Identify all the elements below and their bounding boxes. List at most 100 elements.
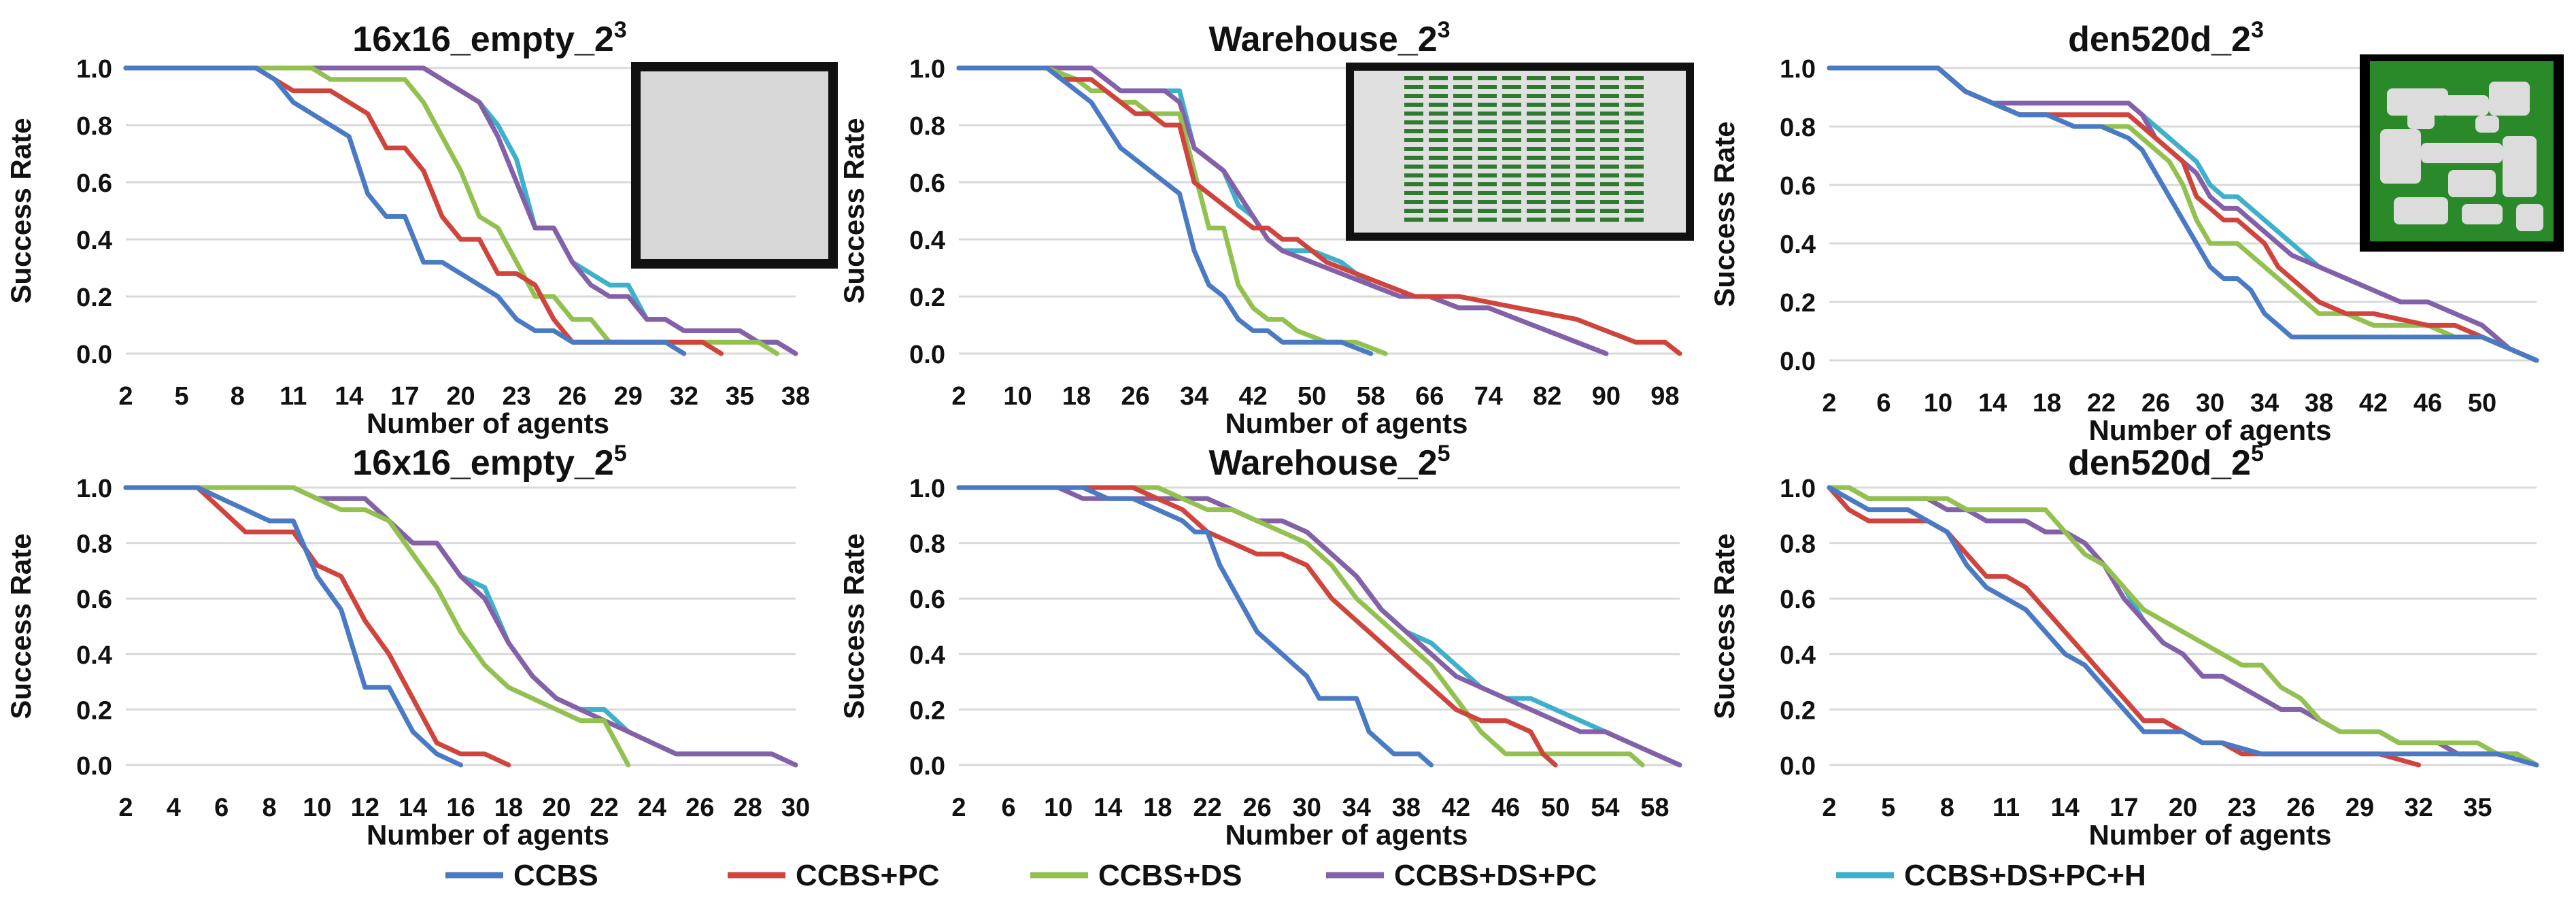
y-axis-label: Success Rate: [1708, 121, 1740, 307]
x-tick-label: 18: [1143, 794, 1172, 822]
x-tick-label: 42: [1239, 382, 1268, 411]
y-tick-label: 1.0: [909, 475, 945, 503]
x-tick-label: 14: [335, 382, 363, 411]
y-axis-label: Success Rate: [838, 118, 870, 303]
x-tick-label: 24: [638, 794, 666, 822]
series-line-ccbs-ds-pc-h: [956, 485, 1682, 768]
legend-item: CCBS+DS+PC: [1326, 859, 1597, 892]
chart-title-base: den520d_2: [2068, 20, 2251, 59]
y-tick-label: 0.0: [1780, 347, 1816, 376]
legend-label: CCBS+DS: [1098, 859, 1242, 892]
x-tick-label: 18: [494, 794, 523, 822]
y-tick-label: 0.0: [76, 752, 112, 781]
chart-title-base: 16x16_empty_2: [352, 443, 614, 483]
chart-title: den520d_23: [2068, 17, 2264, 59]
chart-panel-5: 1.00.80.60.40.20.02 6 10 14 18 22 26 30 34 38 42 46…: [838, 441, 1682, 851]
series-line-ccbs-ds: [956, 485, 1645, 768]
x-tick-label: 30: [1293, 794, 1321, 822]
y-tick-label: 0.0: [1780, 752, 1816, 781]
x-tick-label: 38: [781, 382, 810, 411]
chart-title-exponent: 5: [1438, 441, 1451, 466]
y-tick-label: 0.4: [1780, 641, 1816, 670]
legend-item: CCBS+DS: [1030, 859, 1242, 892]
series-line-ccbs-ds-pc-h: [1827, 485, 2539, 768]
y-tick-label: 0.4: [76, 226, 112, 255]
x-tick-label: 5: [175, 382, 189, 411]
x-tick-label: 32: [670, 382, 698, 411]
x-tick-label: 18: [1062, 382, 1091, 411]
x-tick-label: 38: [2305, 389, 2333, 418]
x-tick-label: 23: [2228, 794, 2256, 822]
series-line-ccbs-ds: [123, 485, 631, 768]
legend-label: CCBS+PC: [796, 859, 940, 892]
y-tick-label: 0.0: [909, 341, 945, 369]
legend-item: CCBS+DS+PC+H: [1836, 859, 2146, 892]
x-tick-label: 50: [1298, 382, 1326, 411]
x-tick-label: 11: [279, 382, 307, 411]
y-tick-label: 0.6: [76, 585, 112, 614]
chart-title-exponent: 3: [614, 17, 627, 43]
chart-title: 16x16_empty_23: [352, 17, 626, 59]
series-line-ccbs-pc: [123, 485, 511, 768]
chart-title-exponent: 5: [614, 441, 627, 466]
x-tick-label: 8: [262, 794, 277, 822]
y-tick-label: 1.0: [76, 475, 112, 503]
y-axis-label: Success Rate: [838, 533, 870, 719]
series-line-ccbs-ds-pc: [123, 65, 798, 356]
x-tick-label: 54: [1591, 794, 1619, 822]
x-tick-label: 28: [734, 794, 762, 822]
x-tick-label: 2: [951, 794, 966, 822]
legend-label: CCBS: [513, 859, 598, 892]
x-tick-label: 11: [1993, 794, 2020, 822]
series-line-ccbs: [1827, 485, 2539, 768]
x-tick-label: 38: [1392, 794, 1421, 822]
x-axis-label: Number of agents: [1225, 819, 1468, 851]
chart-title: Warehouse_25: [1208, 441, 1450, 483]
x-tick-label: 35: [2463, 794, 2492, 822]
chart-title-exponent: 3: [1438, 17, 1451, 43]
series-line-ccbs-ds-pc: [956, 485, 1682, 768]
x-tick-label: 2: [951, 382, 966, 411]
x-axis-label: Number of agents: [367, 819, 609, 851]
x-tick-label: 29: [614, 382, 643, 411]
chart-title-exponent: 5: [2251, 441, 2264, 466]
y-axis-label: Success Rate: [5, 118, 37, 303]
x-tick-label: 58: [1357, 382, 1385, 411]
map-thumbnail-den520d: [2360, 54, 2564, 252]
series-line-ccbs-pc: [956, 65, 1682, 356]
y-tick-label: 0.8: [1780, 530, 1816, 559]
series-line-ccbs: [123, 65, 687, 356]
y-tick-label: 0.8: [1780, 114, 1816, 142]
legend-label: CCBS+DS+PC: [1394, 859, 1597, 892]
series-line-ccbs: [123, 485, 463, 768]
x-tick-label: 10: [1924, 389, 1952, 418]
series-line-ccbs: [956, 485, 1434, 768]
x-tick-label: 2: [1822, 389, 1836, 418]
x-tick-label: 30: [781, 794, 810, 822]
chart-title: den520d_25: [2068, 441, 2264, 483]
x-tick-label: 98: [1650, 382, 1679, 411]
series-line-ccbs-ds-pc: [1827, 485, 2539, 768]
x-tick-label: 8: [1940, 794, 1954, 822]
x-tick-label: 34: [2250, 389, 2279, 418]
series-line-ccbs-ds-pc: [1827, 65, 2539, 363]
x-tick-label: 66: [1415, 382, 1444, 411]
y-tick-label: 0.6: [909, 169, 945, 198]
y-tick-label: 0.2: [76, 284, 112, 312]
chart-panels: 1.00.80.60.40.20.02 5 8 11 14 17 20 23 26 29 32 35 3…: [5, 17, 2564, 851]
chart-title-base: den520d_2: [2068, 443, 2251, 483]
x-tick-label: 26: [1242, 794, 1271, 822]
x-axis-label: Number of agents: [367, 407, 609, 439]
x-tick-label: 4: [167, 794, 181, 822]
series-line-ccbs-ds: [956, 65, 1388, 356]
map-thumbnail-warehouse: [1346, 63, 1694, 241]
y-tick-label: 0.2: [76, 696, 112, 725]
chart-panel-6: 1.0 0.8 0.6 0.4 0.2 0.02 5 8 11 14 17 20 23 26 29 32 35 N…: [1708, 441, 2539, 851]
x-tick-label: 34: [1180, 382, 1208, 411]
x-tick-label: 29: [2345, 794, 2374, 822]
x-tick-label: 10: [1003, 382, 1032, 411]
y-tick-label: 0.8: [909, 112, 945, 141]
y-tick-label: 1.0: [76, 55, 112, 84]
y-tick-label: 0.4: [909, 226, 945, 255]
x-tick-label: 2: [1822, 794, 1836, 822]
